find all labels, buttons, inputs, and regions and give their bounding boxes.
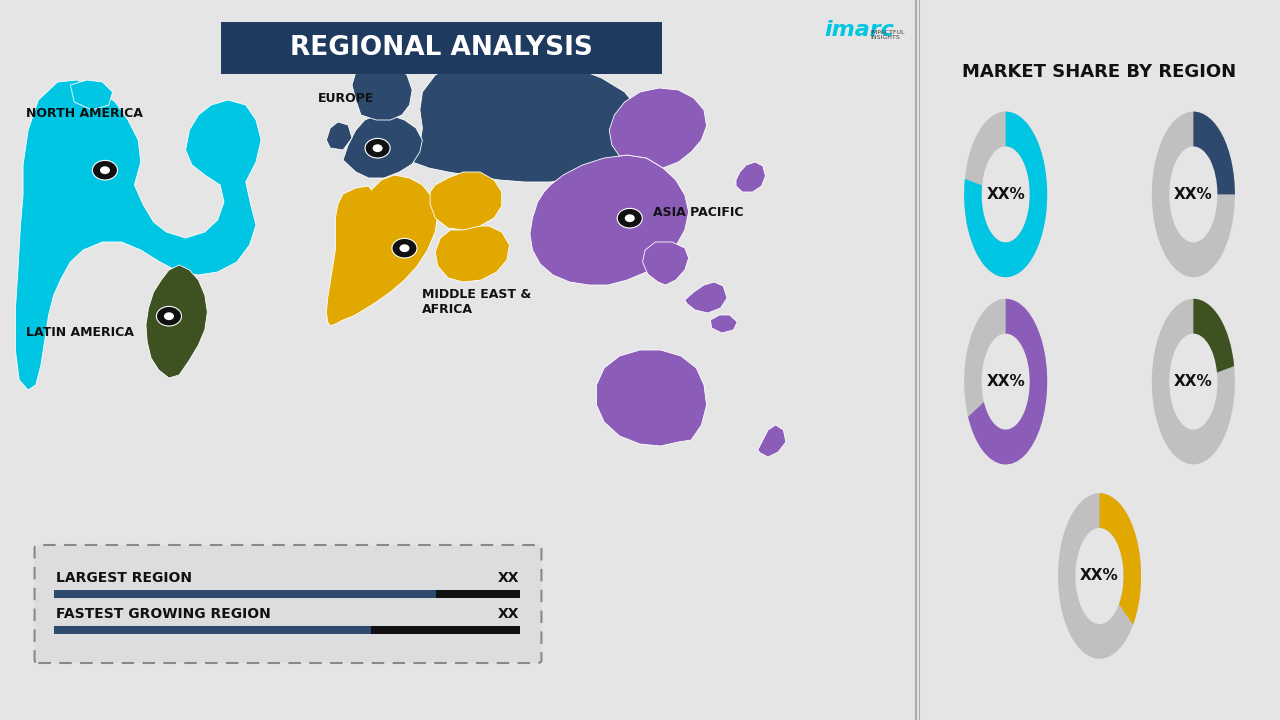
Polygon shape [430, 172, 502, 230]
Polygon shape [159, 316, 179, 326]
Polygon shape [435, 226, 509, 282]
Polygon shape [343, 115, 422, 178]
Wedge shape [964, 112, 1047, 277]
Text: LARGEST REGION: LARGEST REGION [56, 571, 192, 585]
Polygon shape [685, 282, 727, 313]
Circle shape [617, 208, 643, 228]
Text: IMPACTFUL
INSIGHTS: IMPACTFUL INSIGHTS [870, 30, 905, 40]
Text: XX: XX [498, 607, 520, 621]
Polygon shape [736, 162, 765, 192]
Bar [54, 590, 435, 598]
Polygon shape [326, 122, 352, 150]
Circle shape [625, 215, 635, 222]
Polygon shape [412, 60, 640, 182]
Polygon shape [95, 170, 115, 180]
Polygon shape [609, 88, 707, 168]
Text: NORTH AMERICA: NORTH AMERICA [26, 107, 142, 120]
Circle shape [92, 161, 118, 180]
Circle shape [156, 307, 182, 326]
Polygon shape [70, 80, 113, 110]
FancyBboxPatch shape [221, 22, 662, 74]
Wedge shape [968, 299, 1047, 464]
Text: MARKET SHARE BY REGION: MARKET SHARE BY REGION [963, 63, 1236, 81]
Wedge shape [1059, 493, 1140, 659]
Bar [371, 626, 520, 634]
Wedge shape [1152, 299, 1235, 464]
Bar [54, 626, 371, 634]
Polygon shape [352, 62, 412, 120]
Text: XX%: XX% [987, 187, 1025, 202]
Text: XX: XX [498, 571, 520, 585]
Bar [435, 590, 520, 598]
Circle shape [100, 166, 110, 174]
Circle shape [392, 238, 417, 258]
Wedge shape [964, 299, 1047, 464]
Text: MIDDLE EAST &
AFRICA: MIDDLE EAST & AFRICA [422, 288, 531, 316]
Text: XX%: XX% [1174, 187, 1212, 202]
Polygon shape [394, 248, 415, 258]
Text: XX%: XX% [1080, 569, 1119, 583]
Text: LATIN AMERICA: LATIN AMERICA [26, 325, 133, 338]
Wedge shape [1152, 112, 1235, 277]
FancyBboxPatch shape [35, 545, 541, 663]
Text: ASIA PACIFIC: ASIA PACIFIC [653, 205, 744, 218]
Polygon shape [758, 425, 786, 457]
Polygon shape [15, 80, 261, 390]
Polygon shape [596, 350, 707, 446]
Wedge shape [1100, 493, 1140, 625]
Wedge shape [1193, 112, 1235, 194]
Polygon shape [146, 265, 207, 378]
Polygon shape [326, 175, 438, 326]
Circle shape [365, 138, 390, 158]
Text: XX%: XX% [987, 374, 1025, 389]
Text: imarc: imarc [824, 20, 895, 40]
Circle shape [372, 144, 383, 152]
Circle shape [164, 312, 174, 320]
Polygon shape [367, 148, 388, 158]
Wedge shape [1193, 299, 1234, 373]
Wedge shape [964, 112, 1047, 277]
Circle shape [399, 244, 410, 252]
Text: REGIONAL ANALYSIS: REGIONAL ANALYSIS [291, 35, 593, 61]
Text: XX%: XX% [1174, 374, 1212, 389]
Polygon shape [620, 218, 640, 228]
Polygon shape [643, 242, 689, 285]
Polygon shape [710, 315, 737, 333]
Text: EUROPE: EUROPE [317, 92, 374, 105]
Polygon shape [530, 155, 689, 285]
Text: FASTEST GROWING REGION: FASTEST GROWING REGION [56, 607, 271, 621]
